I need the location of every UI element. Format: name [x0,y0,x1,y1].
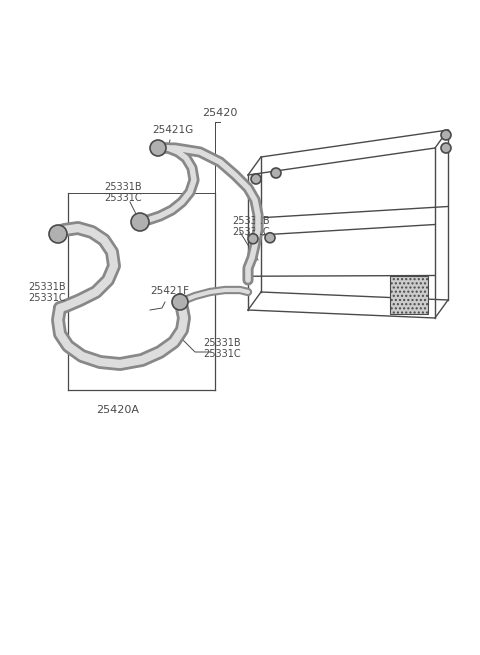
Text: 25331B: 25331B [203,338,240,348]
Circle shape [441,130,451,140]
Text: 25421F: 25421F [150,286,189,296]
Text: 25331C: 25331C [28,293,66,303]
Circle shape [265,233,275,243]
Circle shape [271,168,281,178]
Circle shape [441,143,451,153]
Text: 25420: 25420 [202,108,238,118]
Text: 25420A: 25420A [96,405,140,415]
Circle shape [150,140,166,156]
Circle shape [49,225,67,243]
Text: 25331B: 25331B [28,282,66,292]
Text: 25421G: 25421G [152,125,193,135]
Circle shape [251,174,261,184]
Text: 25331B: 25331B [232,216,270,226]
Bar [390,276,428,314]
Text: 25331C: 25331C [203,349,240,359]
Text: 25331C: 25331C [232,227,270,237]
Text: 25331C: 25331C [104,193,142,203]
Text: 25331B: 25331B [104,182,142,192]
Circle shape [172,294,188,310]
Circle shape [248,234,258,244]
Circle shape [131,213,149,231]
